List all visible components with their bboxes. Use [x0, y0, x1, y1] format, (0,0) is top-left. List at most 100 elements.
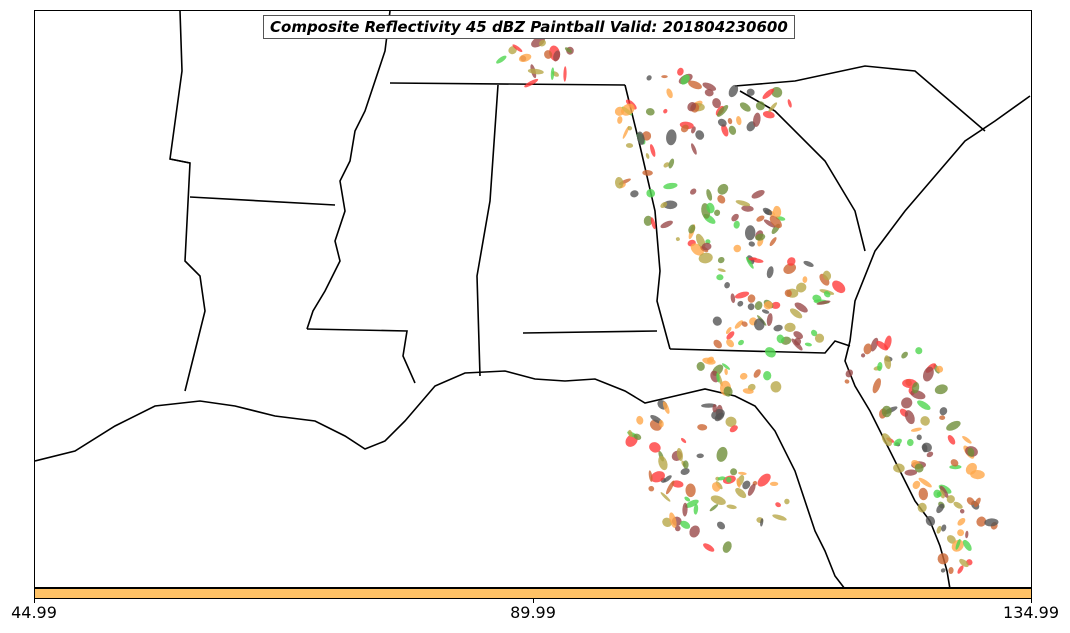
gulf-coastline	[35, 370, 845, 587]
reflectivity-paintball	[717, 118, 727, 127]
reflectivity-paintball	[645, 108, 655, 116]
reflectivity-paintball	[967, 447, 975, 457]
reflectivity-paintball	[860, 353, 866, 358]
colorbar-tick-max: 134.99	[1003, 603, 1059, 622]
reflectivity-paintball	[876, 340, 889, 351]
reflectivity-paintball	[704, 89, 714, 97]
reflectivity-paintball	[712, 404, 717, 413]
reflectivity-paintball	[746, 121, 756, 132]
reflectivity-paintball	[696, 453, 704, 459]
reflectivity-paintball	[810, 329, 818, 337]
reflectivity-paintball	[940, 568, 946, 573]
reflectivity-paintball	[643, 215, 653, 226]
reflectivity-paintball	[769, 215, 782, 229]
reflectivity-paintball	[733, 244, 742, 253]
reflectivity-paintball	[939, 485, 949, 498]
reflectivity-paintball	[693, 503, 699, 515]
reflectivity-paintball	[814, 333, 825, 343]
colorbar-tick-mid: 89.99	[510, 603, 556, 622]
reflectivity-paintball	[948, 567, 954, 574]
reflectivity-paintball	[688, 80, 702, 90]
reflectivity-paintball	[716, 372, 720, 383]
reflectivity-paintball	[726, 476, 732, 483]
reflectivity-paintball	[717, 195, 726, 204]
mississippi-river-border	[306, 11, 391, 330]
reflectivity-paintball	[680, 468, 690, 475]
reflectivity-paintball	[734, 291, 750, 299]
reflectivity-paintball	[962, 539, 972, 551]
reflectivity-paintball	[713, 339, 722, 349]
reflectivity-paintball	[723, 386, 733, 397]
reflectivity-paintball	[953, 501, 963, 509]
reflectivity-paintball	[766, 266, 774, 279]
reflectivity-paintball	[966, 497, 975, 506]
paintball-layer	[496, 36, 999, 574]
reflectivity-paintball	[636, 415, 644, 425]
reflectivity-paintball	[709, 504, 719, 512]
reflectivity-paintball	[984, 518, 999, 527]
reflectivity-paintball	[702, 357, 716, 365]
reflectivity-paintball	[721, 124, 729, 137]
reflectivity-paintball	[727, 118, 733, 125]
reflectivity-paintball	[666, 88, 673, 99]
reflectivity-paintball	[680, 124, 689, 133]
reflectivity-paintball	[733, 220, 740, 229]
reflectivity-paintball	[904, 469, 918, 476]
reflectivity-paintball	[816, 300, 831, 305]
reflectivity-paintball	[755, 101, 765, 111]
reflectivity-paintball	[685, 483, 696, 498]
reflectivity-paintball	[721, 363, 731, 370]
reflectivity-paintball	[736, 116, 742, 126]
reflectivity-paintball	[881, 433, 893, 447]
reflectivity-paintball	[671, 480, 684, 488]
reflectivity-paintball	[901, 397, 913, 409]
reflectivity-paintball	[776, 334, 785, 344]
reflectivity-paintball	[680, 520, 691, 529]
reflectivity-paintball	[518, 53, 532, 63]
reflectivity-paintball	[706, 202, 715, 214]
reflectivity-paintball	[680, 437, 687, 444]
reflectivity-paintball	[753, 318, 765, 331]
reflectivity-paintball	[614, 177, 624, 189]
colorbar	[34, 588, 1032, 599]
reflectivity-paintball	[725, 326, 732, 335]
reflectivity-paintball	[947, 434, 956, 445]
reflectivity-paintball	[675, 237, 680, 242]
reflectivity-paintball	[695, 130, 705, 140]
reflectivity-paintball	[794, 302, 808, 313]
reflectivity-paintball	[795, 282, 807, 293]
reflectivity-paintball	[736, 478, 741, 488]
reflectivity-paintball	[702, 82, 717, 91]
reflectivity-paintball	[748, 257, 757, 261]
reflectivity-paintball	[747, 303, 755, 311]
georgia-florida-border	[669, 340, 851, 354]
reflectivity-paintball	[918, 487, 929, 501]
reflectivity-paintball	[690, 188, 697, 195]
reflectivity-paintball	[717, 183, 729, 195]
reflectivity-paintball	[630, 190, 639, 198]
reflectivity-paintball	[787, 99, 792, 108]
reflectivity-paintball	[646, 189, 656, 198]
reflectivity-paintball	[775, 502, 781, 508]
reflectivity-paintball	[965, 462, 977, 475]
reflectivity-paintball	[917, 400, 931, 410]
reflectivity-paintball	[668, 158, 675, 169]
reflectivity-paintball	[747, 483, 756, 496]
reflectivity-paintball	[660, 201, 668, 209]
reflectivity-paintball	[564, 47, 572, 53]
reflectivity-paintball	[957, 517, 966, 526]
reflectivity-paintball	[738, 339, 744, 346]
reflectivity-paintball	[627, 125, 633, 131]
reflectivity-paintball	[802, 276, 808, 283]
reflectivity-paintball	[939, 407, 948, 416]
reflectivity-paintball	[914, 463, 924, 473]
reflectivity-paintball	[770, 381, 782, 393]
reflectivity-paintball	[527, 68, 544, 75]
reflectivity-paintball	[698, 252, 713, 264]
reflectivity-paintball	[722, 541, 732, 553]
reflectivity-paintball	[893, 438, 902, 447]
reflectivity-paintball	[730, 468, 738, 476]
louisiana-north-border	[306, 328, 416, 384]
reflectivity-paintball	[755, 233, 766, 241]
reflectivity-paintball	[691, 143, 697, 155]
